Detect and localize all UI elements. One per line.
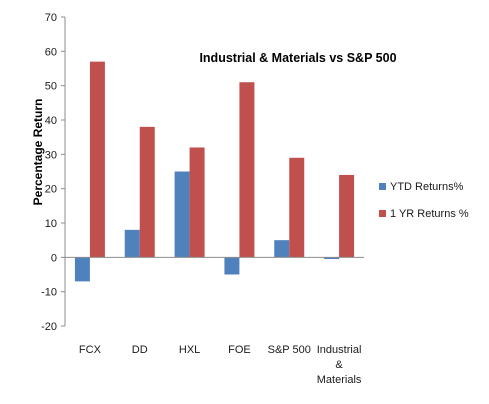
category-label: Materials bbox=[317, 374, 362, 386]
bar-ytd bbox=[274, 240, 290, 258]
y-tick-label: 30 bbox=[45, 149, 57, 161]
legend-label: 1 YR Returns % bbox=[390, 208, 469, 220]
y-tick-label: -10 bbox=[41, 287, 57, 299]
chart-title: Industrial & Materials vs S&P 500 bbox=[199, 51, 396, 65]
bars bbox=[74, 61, 355, 282]
y-tick-label: 70 bbox=[45, 12, 57, 24]
legend: YTD Returns% 1 YR Returns % bbox=[379, 181, 469, 220]
bar-ytd bbox=[324, 257, 340, 260]
category-label: Industrial bbox=[317, 344, 362, 356]
bar-ytd bbox=[74, 257, 90, 282]
axes bbox=[64, 17, 364, 326]
bar-1yr bbox=[139, 126, 155, 258]
category-labels: FCX DD HXL FOE S&P 500 Industrial & Materials bbox=[79, 344, 362, 386]
y-tick-label: 40 bbox=[45, 115, 57, 127]
y-tick-label: -20 bbox=[41, 321, 57, 333]
bar-ytd bbox=[124, 229, 140, 258]
bar-1yr bbox=[189, 147, 205, 258]
bar-1yr bbox=[339, 174, 355, 258]
y-axis-ticks: -20 -10 0 10 20 30 40 50 60 70 bbox=[41, 12, 65, 333]
bar-ytd bbox=[224, 257, 240, 275]
y-axis-title: Percentage Return bbox=[31, 99, 45, 206]
category-label: FOE bbox=[228, 344, 251, 356]
legend-swatch bbox=[379, 183, 386, 190]
y-tick-label: 50 bbox=[45, 81, 57, 93]
legend-swatch bbox=[379, 210, 386, 217]
y-tick-label: 0 bbox=[51, 252, 57, 264]
category-label: DD bbox=[132, 344, 148, 356]
legend-label: YTD Returns% bbox=[390, 181, 464, 193]
category-label: HXL bbox=[179, 344, 200, 356]
bar-1yr bbox=[289, 157, 305, 258]
bar-1yr bbox=[239, 82, 255, 258]
category-label: S&P 500 bbox=[268, 344, 311, 356]
category-label: & bbox=[335, 359, 343, 371]
y-tick-label: 60 bbox=[45, 46, 57, 58]
y-tick-label: 20 bbox=[45, 184, 57, 196]
bar-1yr bbox=[89, 61, 105, 258]
y-tick-label: 10 bbox=[45, 218, 57, 230]
bar-ytd bbox=[174, 171, 190, 258]
category-label: FCX bbox=[79, 344, 102, 356]
